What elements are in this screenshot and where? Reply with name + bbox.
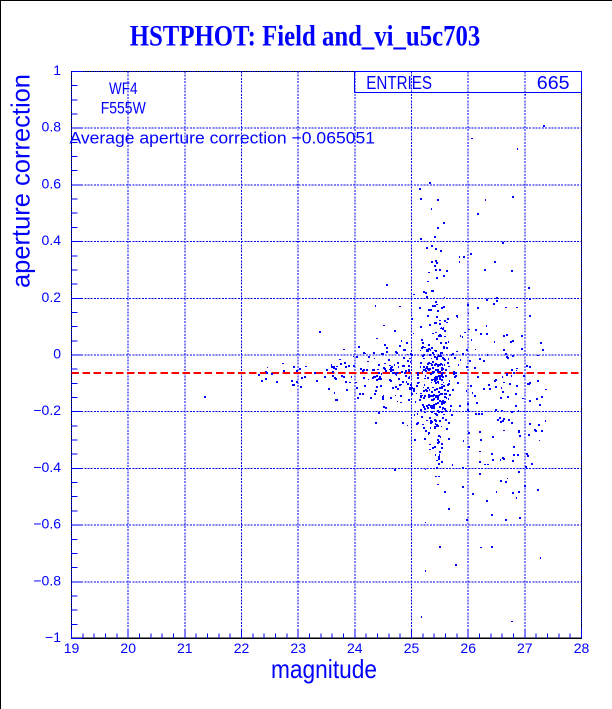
- svg-text:27: 27: [517, 640, 533, 656]
- svg-text:−1: −1: [45, 629, 61, 645]
- svg-text:0.8: 0.8: [42, 119, 62, 135]
- svg-text:0: 0: [53, 346, 61, 362]
- svg-text:0.6: 0.6: [42, 175, 62, 191]
- svg-text:magnitude: magnitude: [271, 654, 377, 684]
- svg-text:aperture correction: aperture correction: [6, 74, 36, 288]
- svg-text:21: 21: [177, 640, 193, 656]
- svg-text:25: 25: [404, 640, 420, 656]
- svg-text:19: 19: [64, 640, 80, 656]
- svg-text:20: 20: [120, 640, 136, 656]
- svg-text:ENTRIES: ENTRIES: [366, 73, 432, 93]
- svg-text:0.2: 0.2: [42, 289, 62, 305]
- svg-text:HSTPHOT: Field and_vi_u5c703: HSTPHOT: Field and_vi_u5c703: [130, 20, 481, 53]
- svg-text:0.4: 0.4: [42, 232, 62, 248]
- svg-text:665: 665: [537, 73, 570, 93]
- svg-text:24: 24: [347, 640, 363, 656]
- svg-text:1: 1: [53, 62, 61, 78]
- svg-text:28: 28: [574, 640, 590, 656]
- svg-text:Average aperture correction −0: Average aperture correction −0.065051: [70, 128, 376, 147]
- svg-text:−0.2: −0.2: [33, 402, 61, 418]
- svg-text:23: 23: [290, 640, 306, 656]
- svg-text:WF4: WF4: [109, 79, 138, 98]
- svg-text:F555W: F555W: [101, 99, 146, 118]
- svg-text:22: 22: [234, 640, 250, 656]
- svg-text:−0.6: −0.6: [33, 516, 61, 532]
- svg-text:26: 26: [460, 640, 476, 656]
- svg-text:−0.8: −0.8: [33, 572, 61, 588]
- svg-text:−0.4: −0.4: [33, 459, 61, 475]
